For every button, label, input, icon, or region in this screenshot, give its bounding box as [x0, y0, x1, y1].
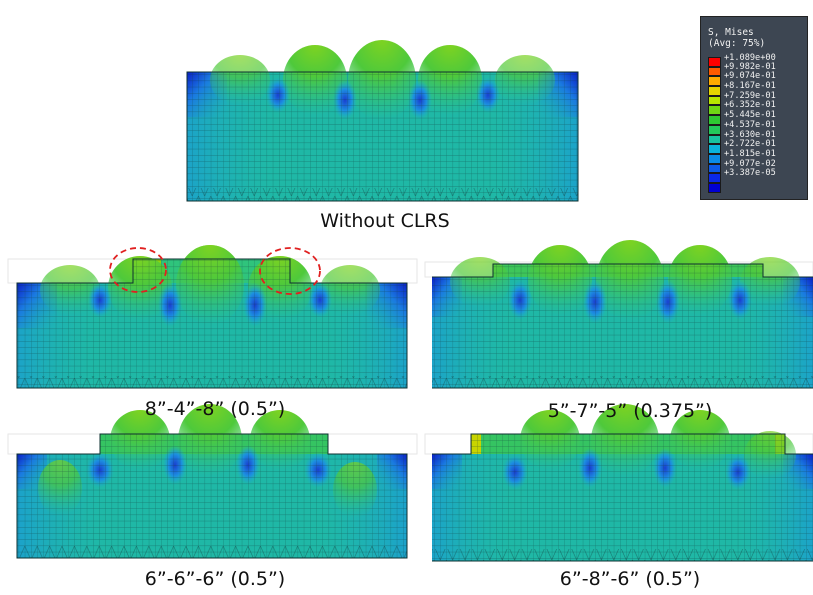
panel-5-7-5: [424, 240, 813, 389]
legend-value: +6.352e-01: [724, 100, 776, 111]
caption-6-8-6: 6”-8”-6” (0.5”): [559, 568, 701, 590]
legend-swatch: [708, 95, 721, 106]
legend-row: +4.537e-01: [708, 120, 776, 135]
legend-subtitle: (Avg: 75%): [708, 38, 766, 49]
legend-value: +9.074e-01: [724, 71, 776, 82]
panel-8-4-8: [7, 245, 418, 389]
legend-row: +2.722e-01: [708, 140, 776, 154]
legend-value: +1.089e+00: [724, 53, 776, 63]
legend-row: +9.077e-02: [708, 159, 776, 174]
legend-swatch: [708, 115, 721, 125]
legend-title: S, Mises: [708, 27, 754, 38]
legend-swatch: [708, 86, 721, 96]
legend-swatch: [708, 163, 721, 174]
legend-value: +9.982e-01: [724, 61, 776, 72]
panel-6-6-6: [7, 404, 418, 559]
legend-swatch: [708, 173, 721, 183]
legend-swatch: [708, 182, 721, 193]
panel-6-8-6: [424, 404, 813, 562]
legend-row: +9.982e-01: [708, 62, 776, 77]
legend-swatch: [708, 57, 721, 67]
panel-without-clrs: [186, 40, 579, 202]
legend-value: +3.630e-01: [724, 129, 776, 140]
legend-swatch: [708, 153, 721, 164]
legend-value: +8.167e-01: [724, 81, 776, 92]
caption-5-7-5: 5”-7”-5” (0.375”): [547, 400, 713, 422]
legend-row: +1.815e-01: [708, 149, 776, 164]
legend-row: +6.352e-01: [708, 101, 776, 116]
legend-row: +7.259e-01: [708, 91, 776, 106]
legend-swatch: [708, 124, 721, 135]
caption-6-6-6: 6”-6”-6” (0.5”): [144, 568, 286, 590]
legend-value: +2.722e-01: [724, 139, 776, 150]
caption-8-4-8: 8”-4”-8” (0.5”): [144, 398, 286, 420]
stress-concentration-marker-left: [109, 247, 167, 293]
legend-swatch: [708, 66, 721, 77]
stress-legend: S, Mises (Avg: 75%) +1.089e+00 +9.982e-01…: [700, 16, 808, 200]
legend-row: +9.074e-01: [708, 72, 776, 87]
legend-row: +8.167e-01: [708, 82, 776, 96]
legend-value: +3.387e-05: [724, 168, 776, 179]
legend-swatch: [708, 76, 721, 87]
legend-value: +5.445e-01: [724, 110, 776, 121]
legend-scale: +1.089e+00 +9.982e-01 +9.074e-01 +8.167e-01…: [708, 53, 776, 193]
legend-row: [708, 182, 776, 193]
legend-swatch: [708, 105, 721, 116]
legend-row: +3.387e-05: [708, 169, 776, 183]
legend-value: +1.815e-01: [724, 148, 776, 159]
legend-swatch: [708, 144, 721, 154]
legend-row: +1.089e+00: [708, 53, 776, 67]
legend-value: +4.537e-01: [724, 119, 776, 130]
stress-concentration-marker-right: [259, 247, 321, 295]
legend-row: +5.445e-01: [708, 111, 776, 125]
legend-value: +9.077e-02: [724, 158, 776, 169]
legend-row: +3.630e-01: [708, 130, 776, 145]
legend-value: +7.259e-01: [724, 90, 776, 101]
caption-without-clrs: Without CLRS: [320, 210, 450, 232]
legend-swatch: [708, 134, 721, 145]
